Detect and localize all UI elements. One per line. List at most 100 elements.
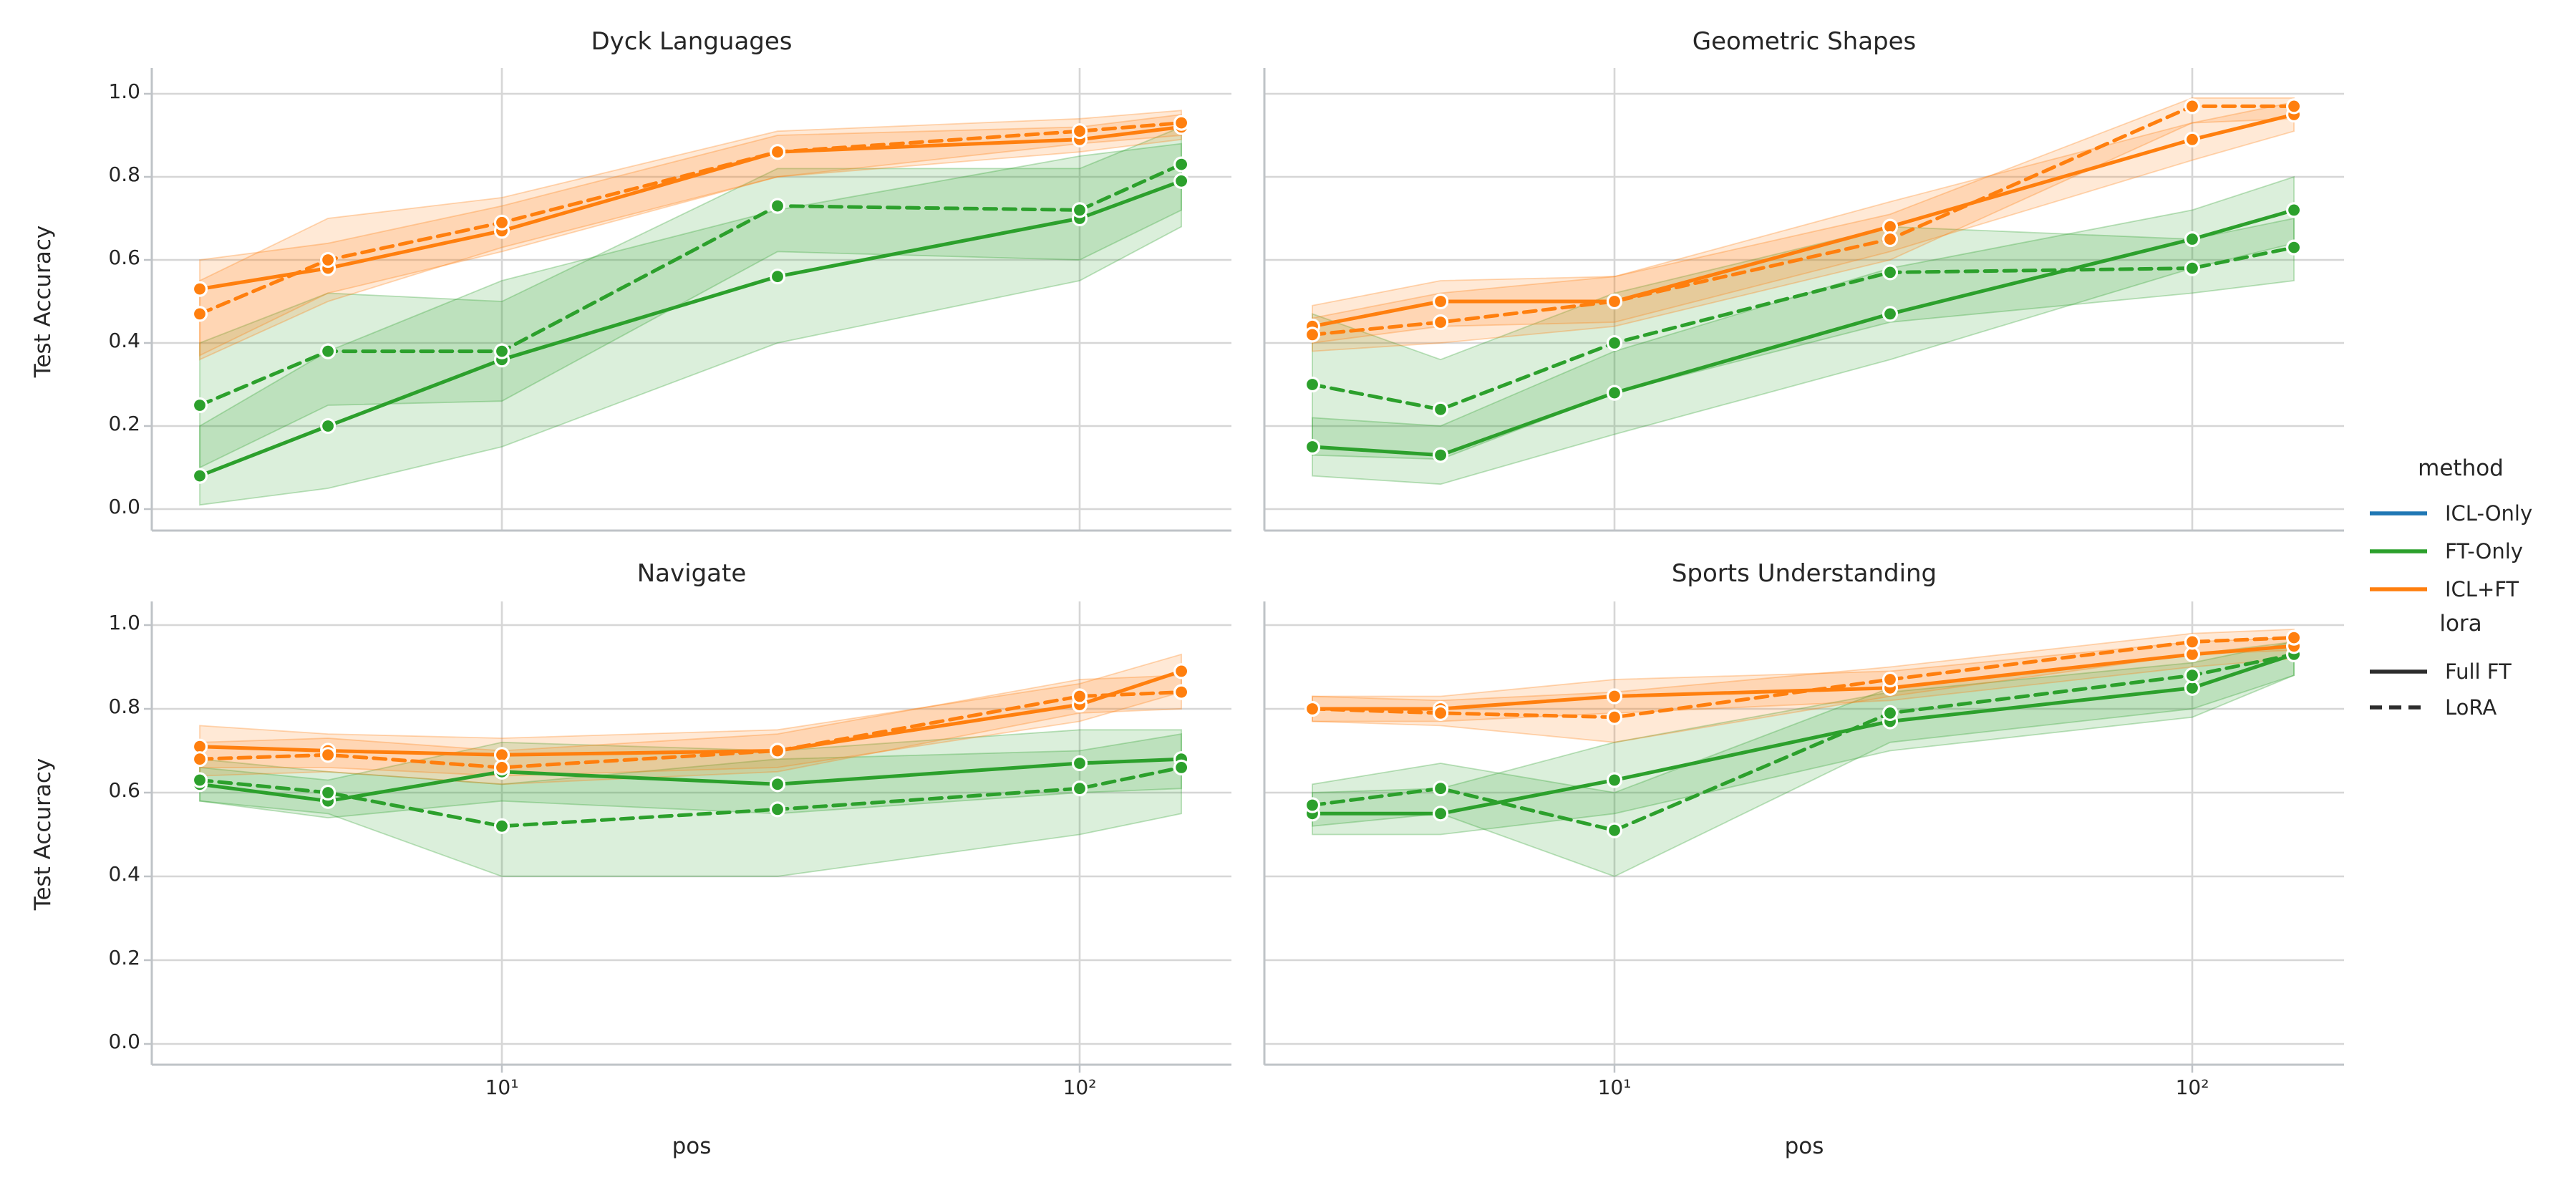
data-point-ft-only-lora (1173, 759, 1190, 776)
y-tick-label: 0.4 (108, 329, 140, 352)
series-line-ft-only-full-ft (1310, 208, 2296, 458)
data-point-icl-ft-lora (2184, 634, 2201, 650)
legend-method-title: method (2418, 455, 2504, 481)
data-point-icl-ft-lora (493, 759, 510, 776)
series-line-ft-only-lora (1310, 246, 2296, 412)
full-ft-line-swatch (2370, 669, 2427, 674)
y-tick-label: 0.6 (108, 246, 140, 269)
lora-line-swatch (2370, 705, 2427, 710)
ci-band-ft-only-lora (199, 733, 1182, 877)
ft-only-line-swatch (2370, 549, 2427, 553)
legend-item-lora: LoRA (2368, 690, 2497, 725)
data-point-icl-ft-lora (1882, 671, 1899, 688)
data-point-icl-ft-lora (191, 751, 208, 768)
series-line-ft-only-full-ft (1310, 652, 2296, 816)
data-point-ft-only-lora (1432, 401, 1449, 417)
data-point-ft-only-lora (1173, 156, 1190, 173)
data-point-icl-ft-lora (1173, 684, 1190, 700)
data-point-ft-only-lora (769, 801, 786, 818)
y-tick-label: 0.8 (108, 163, 140, 186)
ci-band-ft-only-full-ft (199, 729, 1182, 819)
subplot-sports-understanding (1263, 601, 2344, 1073)
data-point-icl-ft-lora (2286, 629, 2303, 646)
legend-item-icl-ft: ICL+FT (2368, 571, 2519, 607)
data-point-ft-only-full-ft (1432, 447, 1449, 463)
data-point-icl-ft-lora (1882, 231, 1899, 248)
x-tick-label: 10² (1062, 1075, 1097, 1099)
y-tick-label: 0.2 (108, 946, 140, 969)
series-line-icl-ft-lora (198, 121, 1183, 316)
series-line-ft-only-lora (1310, 652, 2296, 833)
subplot-title-sports-understanding: Sports Understanding (1671, 559, 1937, 588)
legend-item-icl-only: ICL-Only (2368, 495, 2532, 531)
data-point-icl-ft-lora (769, 743, 786, 759)
data-point-icl-ft-lora (769, 144, 786, 160)
data-point-icl-ft-full-ft (1432, 293, 1449, 310)
y-tick-label: 0.0 (108, 1030, 140, 1053)
series-line-icl-ft-full-ft (1310, 644, 2296, 711)
data-point-ft-only-full-ft (1071, 755, 1088, 772)
data-point-icl-ft-full-ft (2184, 131, 2201, 147)
x-axis-label-right: pos (1784, 1133, 1824, 1159)
series-line-icl-ft-full-ft (198, 125, 1183, 291)
data-point-ft-only-full-ft (1173, 173, 1190, 189)
data-point-ft-only-full-ft (1882, 306, 1899, 322)
data-point-ft-only-lora (1606, 334, 1623, 352)
x-tick-label: 10¹ (1597, 1075, 1632, 1099)
legend-item-label: FT-Only (2445, 539, 2523, 564)
data-point-ft-only-lora (1606, 822, 1623, 838)
data-point-icl-ft-lora (2286, 98, 2303, 115)
series-line-ft-only-lora (198, 765, 1183, 828)
data-point-ft-only-lora (769, 198, 786, 214)
legend-item-full-ft: Full FT (2368, 654, 2512, 690)
series-line-icl-ft-full-ft (1310, 112, 2296, 329)
data-point-ft-only-full-ft (1606, 384, 1623, 401)
data-point-icl-ft-lora (1606, 709, 1623, 725)
data-point-ft-only-lora (493, 343, 510, 359)
data-point-icl-ft-lora (1432, 705, 1449, 722)
data-point-ft-only-full-ft (191, 468, 208, 484)
legend-item-label: LoRA (2445, 695, 2497, 720)
legend-item-label: ICL+FT (2445, 577, 2519, 601)
legend-item-ft-only: FT-Only (2368, 533, 2523, 569)
data-point-icl-ft-lora (1304, 327, 1321, 343)
legend-item-label: Full FT (2445, 659, 2512, 684)
data-point-icl-ft-full-ft (1606, 688, 1623, 705)
x-axis-label-left: pos (672, 1133, 712, 1159)
y-tick-label: 1.0 (108, 79, 140, 103)
y-tick-label: 0.6 (108, 778, 140, 802)
data-point-ft-only-lora (1304, 376, 1321, 393)
data-point-ft-only-lora (493, 818, 510, 834)
data-point-ft-only-full-ft (1304, 438, 1321, 455)
data-point-icl-ft-lora (1071, 688, 1088, 705)
y-tick-label: 0.2 (108, 412, 140, 435)
data-point-icl-ft-lora (1304, 700, 1321, 717)
legend-item-label: ICL-Only (2445, 501, 2533, 526)
data-point-icl-ft-lora (1432, 314, 1449, 331)
data-point-ft-only-lora (320, 784, 336, 801)
series-line-icl-ft-lora (1310, 636, 2296, 720)
y-axis-label-top: Test Accuracy (30, 225, 56, 378)
data-point-ft-only-lora (1071, 202, 1088, 218)
series-line-icl-ft-lora (1310, 104, 2296, 337)
data-point-ft-only-full-ft (2184, 231, 2201, 248)
data-point-icl-ft-lora (1173, 115, 1190, 131)
data-point-ft-only-lora (2184, 667, 2201, 684)
subplot-dyck-languages (144, 68, 1231, 532)
data-point-ft-only-lora (320, 343, 336, 359)
x-tick-label: 10¹ (485, 1075, 519, 1099)
data-point-icl-ft-lora (320, 747, 336, 763)
data-point-ft-only-full-ft (769, 776, 786, 793)
subplot-geometric-shapes (1263, 68, 2344, 532)
data-point-ft-only-full-ft (320, 417, 336, 435)
y-tick-label: 0.8 (108, 695, 140, 718)
x-tick-label: 10² (2175, 1075, 2209, 1099)
data-point-icl-ft-lora (320, 251, 336, 269)
series-line-ft-only-lora (198, 163, 1183, 407)
data-point-ft-only-lora (191, 772, 208, 788)
data-point-icl-ft-lora (191, 306, 208, 322)
data-point-ft-only-lora (2286, 239, 2303, 256)
data-point-icl-ft-full-ft (191, 281, 208, 297)
